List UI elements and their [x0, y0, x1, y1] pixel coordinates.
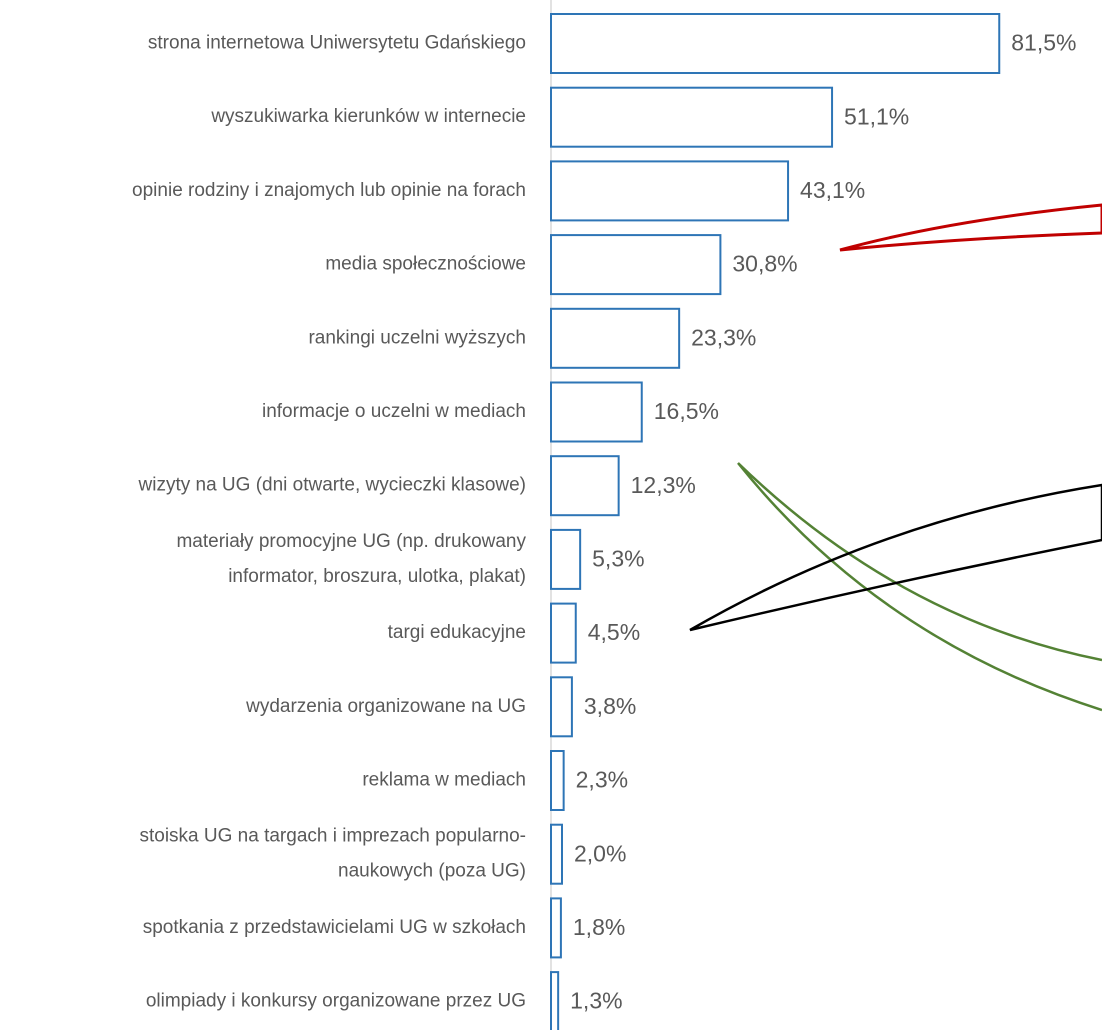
bar	[550, 971, 560, 1030]
value-label: 1,8%	[573, 914, 625, 940]
category-label: reklama w mediach	[362, 770, 526, 791]
category-label: targi edukacyjne	[388, 622, 526, 643]
value-label: 3,8%	[584, 693, 636, 719]
category-label: wydarzenia organizowane na UG	[245, 696, 526, 717]
value-label: 30,8%	[732, 251, 797, 277]
value-label: 81,5%	[1011, 30, 1076, 56]
bar	[550, 676, 573, 738]
value-label: 4,5%	[588, 619, 640, 645]
value-label: 12,3%	[631, 472, 696, 498]
bar	[550, 823, 563, 885]
category-label: materiały promocyjne UG (np. drukowany in…	[176, 531, 526, 587]
category-label: spotkania z przedstawicielami UG w szkoł…	[143, 917, 526, 938]
bar	[550, 234, 722, 296]
bar	[550, 750, 565, 811]
value-label: 2,0%	[574, 840, 626, 866]
category-label: media społecznościowe	[325, 254, 526, 275]
category-label: wyszukiwarka kierunków w internecie	[210, 106, 526, 127]
category-label: olimpiady i konkursy organizowane przez …	[146, 991, 526, 1012]
category-label: wizyty na UG (dni otwarte, wycieczki kla…	[138, 475, 527, 496]
category-label: strona internetowa Uniwersytetu Gdańskie…	[148, 33, 526, 54]
category-label: opinie rodziny i znajomych lub opinie na…	[132, 180, 526, 201]
category-label: stoiska UG na targach i imprezach popula…	[139, 826, 526, 882]
value-label: 1,3%	[570, 988, 622, 1014]
bar	[550, 897, 562, 959]
bar	[550, 602, 577, 664]
callout-red	[839, 203, 1102, 252]
callout-green	[737, 462, 1102, 712]
category-label: informacje o uczelni w mediach	[262, 401, 526, 422]
value-label: 43,1%	[800, 177, 865, 203]
bar	[550, 381, 643, 443]
category-label: rankingi uczelni wyższych	[308, 327, 526, 348]
bar	[550, 455, 620, 517]
bar	[550, 13, 1001, 74]
value-label: 2,3%	[576, 767, 628, 793]
value-label: 16,5%	[654, 398, 719, 424]
bar	[550, 160, 790, 222]
bar	[550, 86, 834, 148]
bar	[550, 528, 582, 590]
value-label: 51,1%	[844, 103, 909, 129]
callout-black	[689, 483, 1102, 632]
value-label: 23,3%	[691, 324, 756, 350]
value-label: 5,3%	[592, 545, 644, 571]
bar	[550, 307, 681, 369]
